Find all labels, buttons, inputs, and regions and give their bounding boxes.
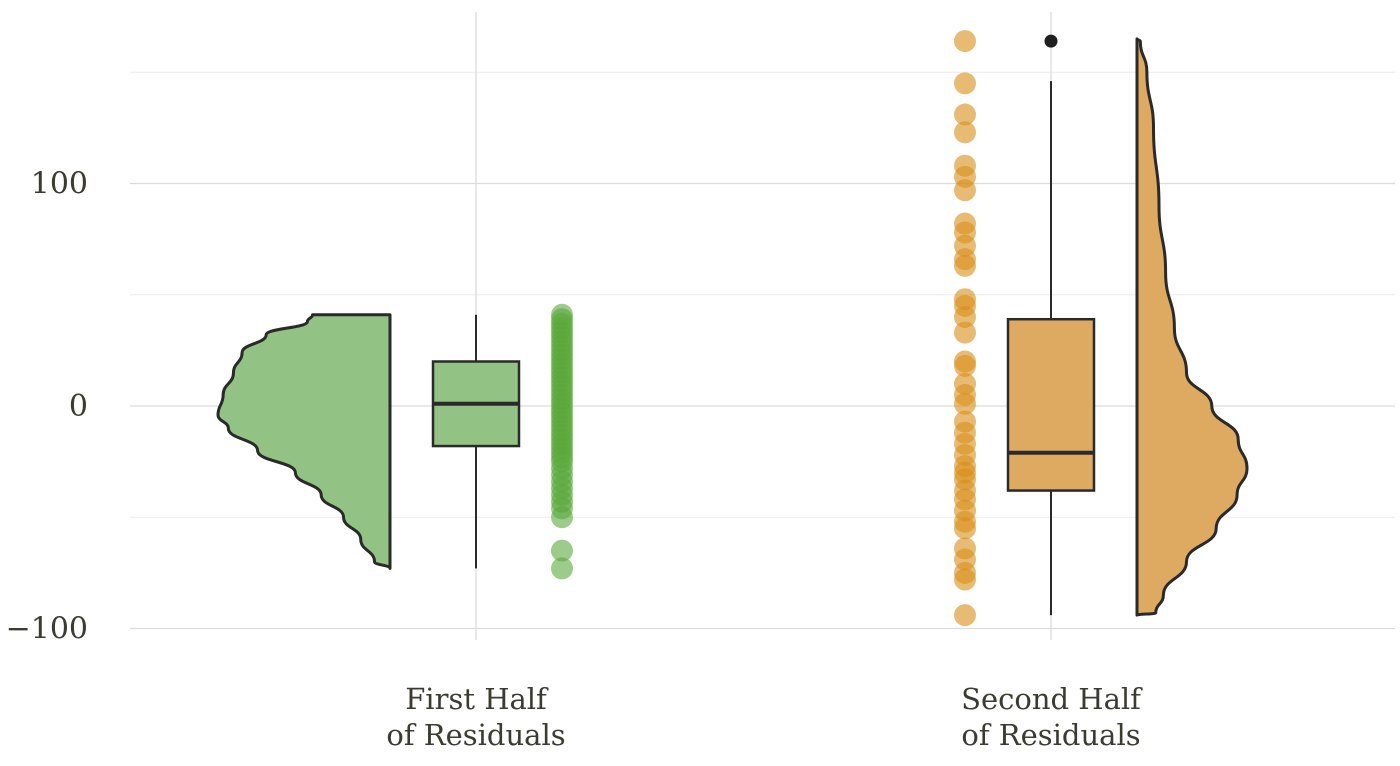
category-label-line: First Half <box>405 682 549 716</box>
y-tick-label: 100 <box>31 167 88 202</box>
group-1 <box>216 303 573 580</box>
group-2 <box>954 30 1249 627</box>
data-point <box>551 557 573 580</box>
data-point <box>954 179 976 202</box>
y-tick-label: 0 <box>69 389 88 424</box>
density-violin <box>216 313 392 570</box>
data-point <box>551 539 573 562</box>
data-point <box>954 392 976 415</box>
data-point <box>954 103 976 126</box>
data-point <box>954 121 976 144</box>
data-point <box>954 306 976 328</box>
iqr-box <box>1006 317 1096 492</box>
outlier-point <box>1044 34 1058 48</box>
density-violin <box>1135 37 1249 617</box>
data-point <box>551 506 573 529</box>
data-point <box>954 354 976 377</box>
y-axis-tick-labels: 100 0 −100 <box>6 167 88 647</box>
data-point <box>954 30 976 53</box>
y-tick-label: −100 <box>6 612 88 647</box>
data-point <box>954 254 976 277</box>
category-label-line: of Residuals <box>961 718 1140 752</box>
data-point <box>954 321 976 344</box>
raincloud-groups <box>216 30 1249 627</box>
category-label-line: Second Half <box>961 682 1143 716</box>
data-point <box>954 568 976 591</box>
data-point <box>954 517 976 540</box>
data-point <box>954 72 976 95</box>
data-point <box>954 604 976 627</box>
category-label-line: of Residuals <box>386 718 565 752</box>
